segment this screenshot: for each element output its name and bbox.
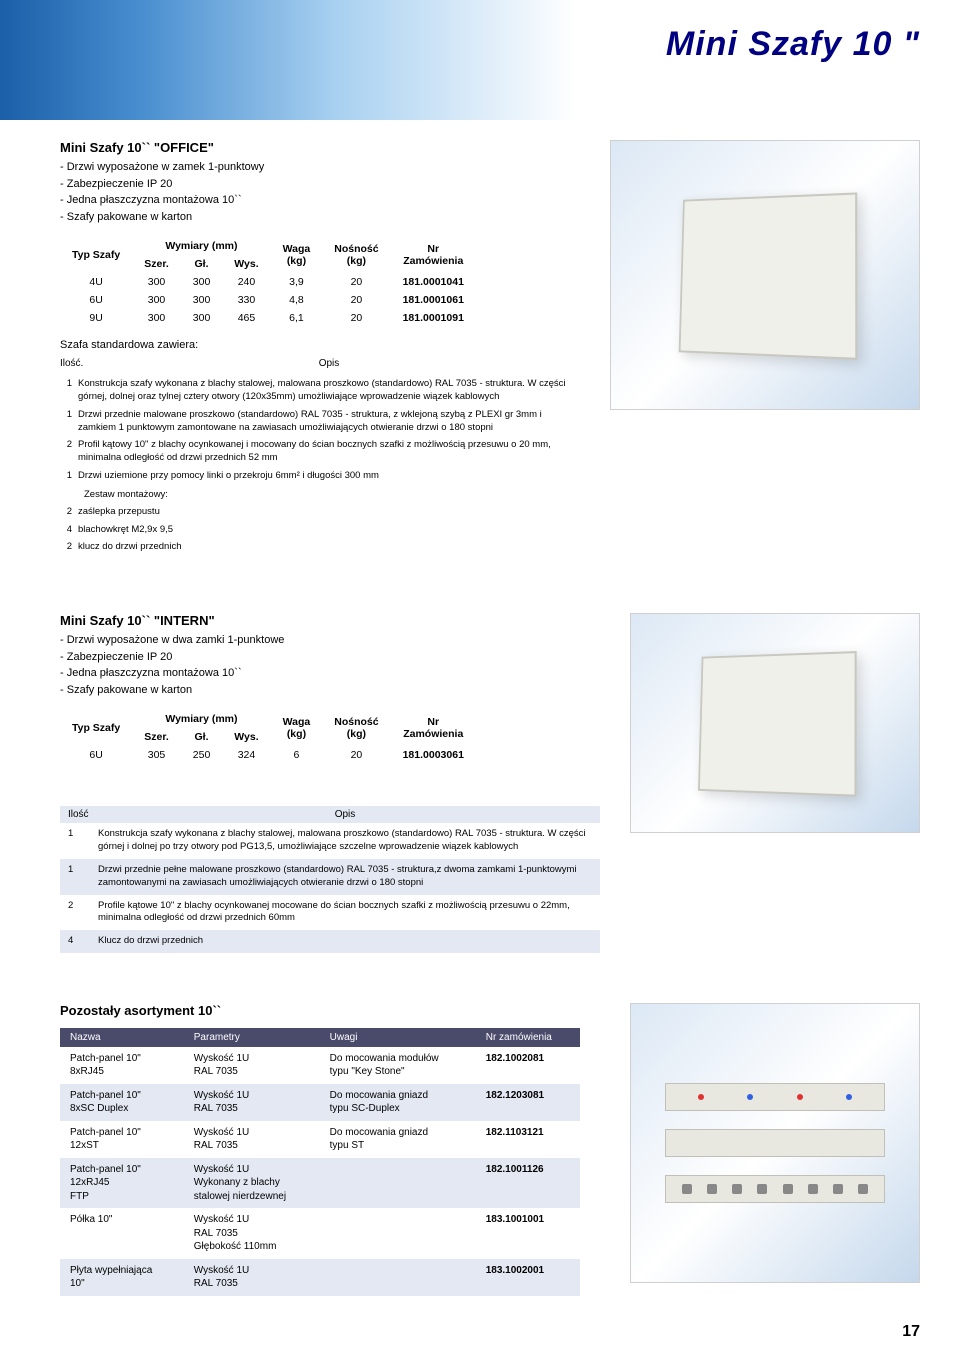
page-number: 17 xyxy=(902,1323,920,1341)
asort-table: Nazwa Parametry Uwagi Nr zamówienia Patc… xyxy=(60,1028,580,1296)
desc-row: 1 Drzwi przednie malowane proszkowo (sta… xyxy=(60,408,580,435)
intern-desc-table: Ilość Opis 1 Konstrukcja szafy wykonana … xyxy=(60,806,600,953)
table-row: 9U 300 300 465 6,1 20 181.0001091 xyxy=(60,309,476,327)
col-waga: Waga(kg) xyxy=(271,237,323,273)
table-row: Patch-panel 10" 12xSTWyskość 1U RAL 7035… xyxy=(60,1121,580,1158)
col-nr: NrZamówienia xyxy=(391,237,476,273)
kit-row: 4 blachowkręt M2,9x 9,5 xyxy=(60,523,580,536)
col-gl: Gł. xyxy=(181,255,223,273)
desc-h-qty: Ilość xyxy=(68,809,98,820)
product-image-office xyxy=(610,140,920,410)
desc-row: 4 Klucz do drzwi przednich xyxy=(60,930,600,953)
desc-h-opis: Opis xyxy=(98,809,592,820)
table-row: Półka 10"Wyskość 1U RAL 7035 Głębokość 1… xyxy=(60,1208,580,1259)
table-row: Patch-panel 10" 12xRJ45 FTPWyskość 1U Wy… xyxy=(60,1158,580,1209)
col-waga: Waga(kg) xyxy=(271,710,323,746)
desc-row: 2 Profil kątowy 10" z blachy ocynkowanej… xyxy=(60,438,580,465)
page-title: Mini Szafy 10 " xyxy=(666,25,920,64)
col-nosnosc: Nośność(kg) xyxy=(322,710,390,746)
desc-row: 1 Konstrukcja szafy wykonana z blachy st… xyxy=(60,823,600,859)
top-banner: Mini Szafy 10 " xyxy=(0,0,960,120)
product-image-asortyment xyxy=(630,1003,920,1283)
table-row: 6U 305 250 324 6 20 181.0003061 xyxy=(60,746,476,764)
desc-h-opis: Opis xyxy=(78,357,580,371)
desc-row: 1 Drzwi uziemione przy pomocy linki o pr… xyxy=(60,469,580,482)
kit-row: 2 zaślepka przepustu xyxy=(60,505,580,518)
col-nazwa: Nazwa xyxy=(60,1028,184,1047)
product-image-intern xyxy=(630,613,920,833)
section-asortyment: Pozostały asortyment 10`` Nazwa Parametr… xyxy=(60,1003,910,1296)
section-intern: Mini Szafy 10`` "INTERN" Drzwi wyposażon… xyxy=(60,613,910,953)
col-typ: Typ Szafy xyxy=(60,710,132,746)
col-nosnosc: Nośność(kg) xyxy=(322,237,390,273)
table-row: Patch-panel 10" 8xSC DuplexWyskość 1U RA… xyxy=(60,1084,580,1121)
col-uwagi: Uwagi xyxy=(320,1028,476,1047)
col-param: Parametry xyxy=(184,1028,320,1047)
col-wym: Wymiary (mm) xyxy=(132,710,270,728)
col-szer: Szer. xyxy=(132,255,181,273)
office-spec-table: Typ Szafy Wymiary (mm) Waga(kg) Nośność(… xyxy=(60,237,476,327)
col-typ: Typ Szafy xyxy=(60,237,132,273)
desc-row: 2 Profile kątowe 10" z blachy ocynkowane… xyxy=(60,895,600,931)
col-nr: Nr zamówienia xyxy=(476,1028,580,1047)
kit-row: 2 klucz do drzwi przednich xyxy=(60,540,580,553)
desc-row: 1 Drzwi przednie pełne malowane proszkow… xyxy=(60,859,600,895)
table-row: Płyta wypełniająca 10"Wyskość 1U RAL 703… xyxy=(60,1259,580,1296)
table-row: 4U 300 300 240 3,9 20 181.0001041 xyxy=(60,273,476,291)
intern-spec-table: Typ Szafy Wymiary (mm) Waga(kg) Nośność(… xyxy=(60,710,476,764)
section-office: Mini Szafy 10`` "OFFICE" Drzwi wyposażon… xyxy=(60,140,910,553)
col-wym: Wymiary (mm) xyxy=(132,237,270,255)
office-desc-table: Ilość. Opis 1 Konstrukcja szafy wykonana… xyxy=(60,357,580,553)
desc-row: 1 Konstrukcja szafy wykonana z blachy st… xyxy=(60,377,580,404)
col-wys: Wys. xyxy=(222,255,270,273)
kit-header: Zestaw montażowy: xyxy=(84,488,580,501)
table-row: Patch-panel 10" 8xRJ45Wyskość 1U RAL 703… xyxy=(60,1047,580,1084)
col-nr: NrZamówienia xyxy=(391,710,476,746)
table-row: 6U 300 300 330 4,8 20 181.0001061 xyxy=(60,291,476,309)
desc-h-qty: Ilość. xyxy=(60,357,78,371)
